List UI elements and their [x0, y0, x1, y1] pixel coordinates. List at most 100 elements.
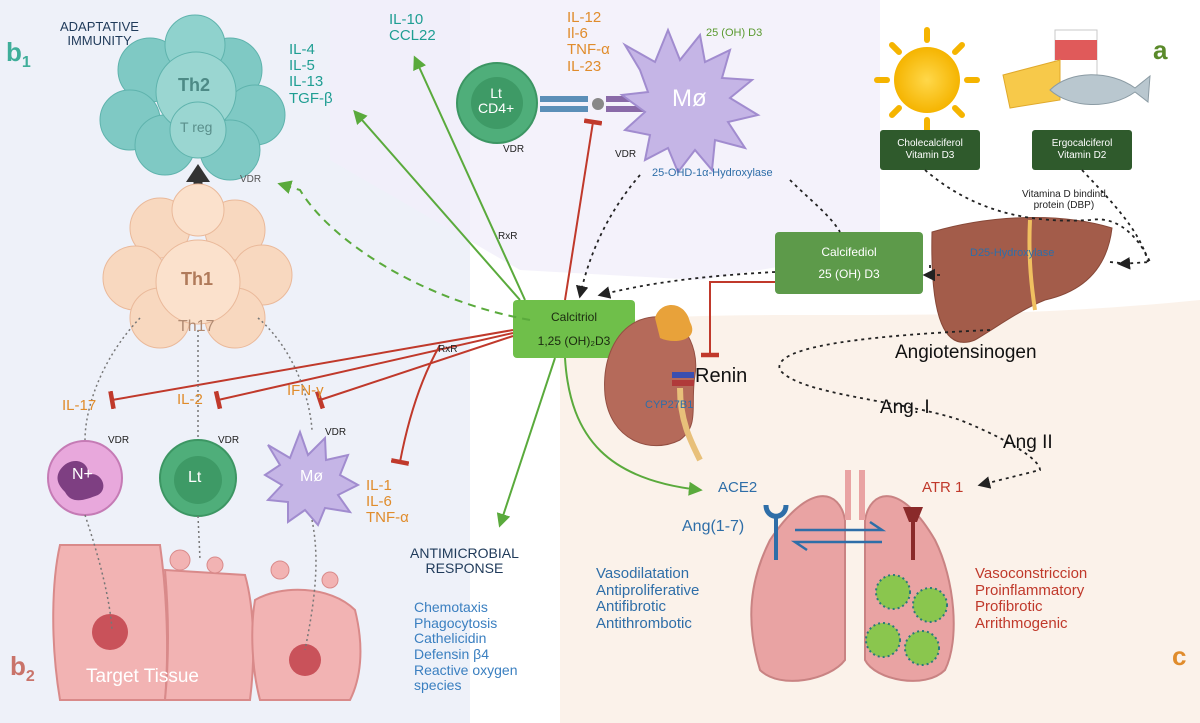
lymphocyte-cell [159, 439, 237, 517]
cytokine-il17: IL-17 [62, 397, 97, 414]
cytokine-il6: Il-6 [567, 25, 588, 43]
effect-item: Proinflammatory [975, 581, 1085, 599]
cyp27b1-label: CYP27B1 [645, 399, 694, 411]
panel-label-a: a [1153, 35, 1168, 65]
calcifediol-box [775, 232, 923, 294]
th2-cytokine-list: IL-4 IL-5 IL-13 TGF-β [289, 41, 333, 107]
effect-item: Antifibrotic [596, 598, 667, 615]
cytokine-il5: IL-5 [289, 57, 315, 75]
cytokine-il10: IL-10 [389, 11, 424, 28]
dotted-pathway-arrows [575, 169, 1152, 489]
cytokine-ifn-gamma: IFN-γ [287, 382, 324, 399]
panel-label-b1: b1 [6, 37, 31, 72]
gray-dotted-links [84, 317, 317, 651]
dairy-fish-icon [1002, 29, 1151, 109]
ace2-effects-list: Vasodilatation Antiproliferative Antifib… [596, 565, 700, 632]
effect-item: Vasodilatation [596, 565, 690, 582]
angiotensinogen-label: Angiotensinogen [895, 342, 1037, 363]
th2-label: Th2 [178, 75, 211, 95]
vitamin-d2-box [1032, 130, 1132, 170]
macrophage-top [619, 27, 761, 174]
cytokine-il13: IL-13 [289, 73, 324, 91]
proinflammatory-cytokine-list: IL-12 Il-6 TNF-α IL-23 [567, 9, 610, 75]
antimicrobial-item: Cathelicidin [414, 630, 487, 647]
cytokine-tnfa-bottom: TNF-α [366, 509, 409, 527]
atr1-effects-list: Vasoconstriccion Proinflammatory Profibr… [975, 565, 1088, 632]
cytokine-ccl22: CCL22 [389, 27, 436, 45]
hydroxylase-enzyme-label: 25-OHD-1α-Hydroxylase [652, 167, 773, 179]
macrophage-cytokine-list: IL-10 CCL22 [389, 11, 436, 45]
effect-item: Vasoconstriccion [975, 565, 1088, 582]
ang1-label: Ang. I [880, 397, 930, 418]
antimicrobial-list: Chemotaxis Phagocytosis Cathelicidin Def… [414, 599, 518, 694]
th2-cell-cluster [99, 14, 286, 181]
atr1-receptor [903, 507, 923, 560]
cytokine-il12: IL-12 [567, 9, 602, 26]
th1-cell-cluster [102, 183, 293, 349]
red-inhibition-lines [108, 118, 775, 466]
macrophage-top-vdr: VDR [615, 149, 637, 160]
cytokine-il2: IL-2 [177, 391, 203, 408]
effect-item: Antiproliferative [596, 581, 700, 599]
lymphocyte-vdr: VDR [218, 435, 240, 446]
macrophage-bottom-vdr: VDR [325, 427, 347, 438]
cytokine-il6-bottom: IL-6 [366, 493, 392, 511]
macrophage-top-label: Mø [672, 85, 707, 112]
antimicrobial-item: Phagocytosis [414, 614, 498, 631]
green-activation-arrows [277, 55, 703, 528]
adaptive-immunity-title: ADAPTATIVE IMMUNITY [60, 19, 139, 49]
effect-item: Profibrotic [975, 598, 1043, 615]
th1-label: Th1 [181, 269, 214, 289]
vitamin-d3-label: Cholecalciferol Vitamin D3 [897, 138, 963, 161]
antimicrobial-item: Chemotaxis [414, 599, 488, 615]
cytokine-tgfb: TGF-β [289, 89, 333, 107]
panel-label-b2: b2 [10, 651, 35, 686]
kidney [604, 316, 697, 447]
equilibrium-arrows [790, 520, 887, 552]
cytokine-il1: IL-1 [366, 477, 392, 494]
atr1-label: ATR 1 [922, 479, 964, 496]
macrophage-bottom-cytokine-list: IL-1 IL-6 TNF-α [366, 477, 409, 527]
neutrophil-label: N+ [72, 466, 93, 483]
antimicrobial-item: species [414, 677, 462, 694]
ang17-label: Ang(1-7) [682, 518, 745, 535]
calcitriol-box [513, 300, 635, 358]
neutrophil-vdr: VDR [108, 435, 130, 446]
calcifediol-label: Calcifediol 25 (OH) D3 [818, 245, 880, 281]
target-tissue-label: Target Tissue [86, 666, 199, 687]
liver [931, 217, 1113, 343]
antimicrobial-title: ANTIMICROBIAL RESPONSE [410, 545, 519, 577]
treg-label: T reg [180, 119, 213, 135]
sun-icon [874, 27, 980, 133]
virus-particles [865, 574, 948, 666]
lt-cd4-label: Lt CD4+ [478, 85, 515, 117]
renin-label: Renin [695, 365, 748, 387]
ace2-receptor [763, 504, 789, 560]
rxr-top-label: RxR [498, 231, 518, 242]
macrophage-bottom-label: Mø [300, 468, 324, 485]
calcitriol-label: Calcitriol 1,25 (OH)₂D3 [537, 310, 611, 348]
antimicrobial-item: Defensin β4 [414, 646, 489, 663]
d25-hydroxylase-label: D25-Hydroxylase [970, 247, 1055, 259]
ang2-label: Ang II [1003, 432, 1053, 453]
rxr-left-label: RxR [438, 344, 458, 355]
lymphocyte-label: Lt [188, 469, 202, 486]
effect-item: Antithrombotic [596, 614, 692, 632]
cytokine-tnfa: TNF-α [567, 41, 610, 59]
panel-label-c: c [1172, 641, 1187, 671]
ace2-label: ACE2 [718, 479, 758, 496]
lt-cd4-cell [456, 62, 538, 144]
hydroxylated-vitamin-label: 25 (OH) D3 [706, 27, 763, 39]
vitamin-d3-box [880, 130, 980, 170]
lt-cd4-vdr: VDR [503, 144, 525, 155]
th17-label: Th17 [178, 318, 215, 335]
dbp-label: Vitamina D bindind protein (DBP) [1022, 189, 1106, 211]
cytokine-il23: IL-23 [567, 57, 602, 75]
vitamin-d2-label: Ergocalciferol Vitamin D2 [1051, 138, 1113, 161]
macrophage-bottom [263, 429, 361, 527]
cytokine-il4: IL-4 [289, 41, 315, 58]
antimicrobial-item: Reactive oxygen [414, 661, 518, 678]
vdr-dashed-label: VDR [240, 174, 262, 185]
